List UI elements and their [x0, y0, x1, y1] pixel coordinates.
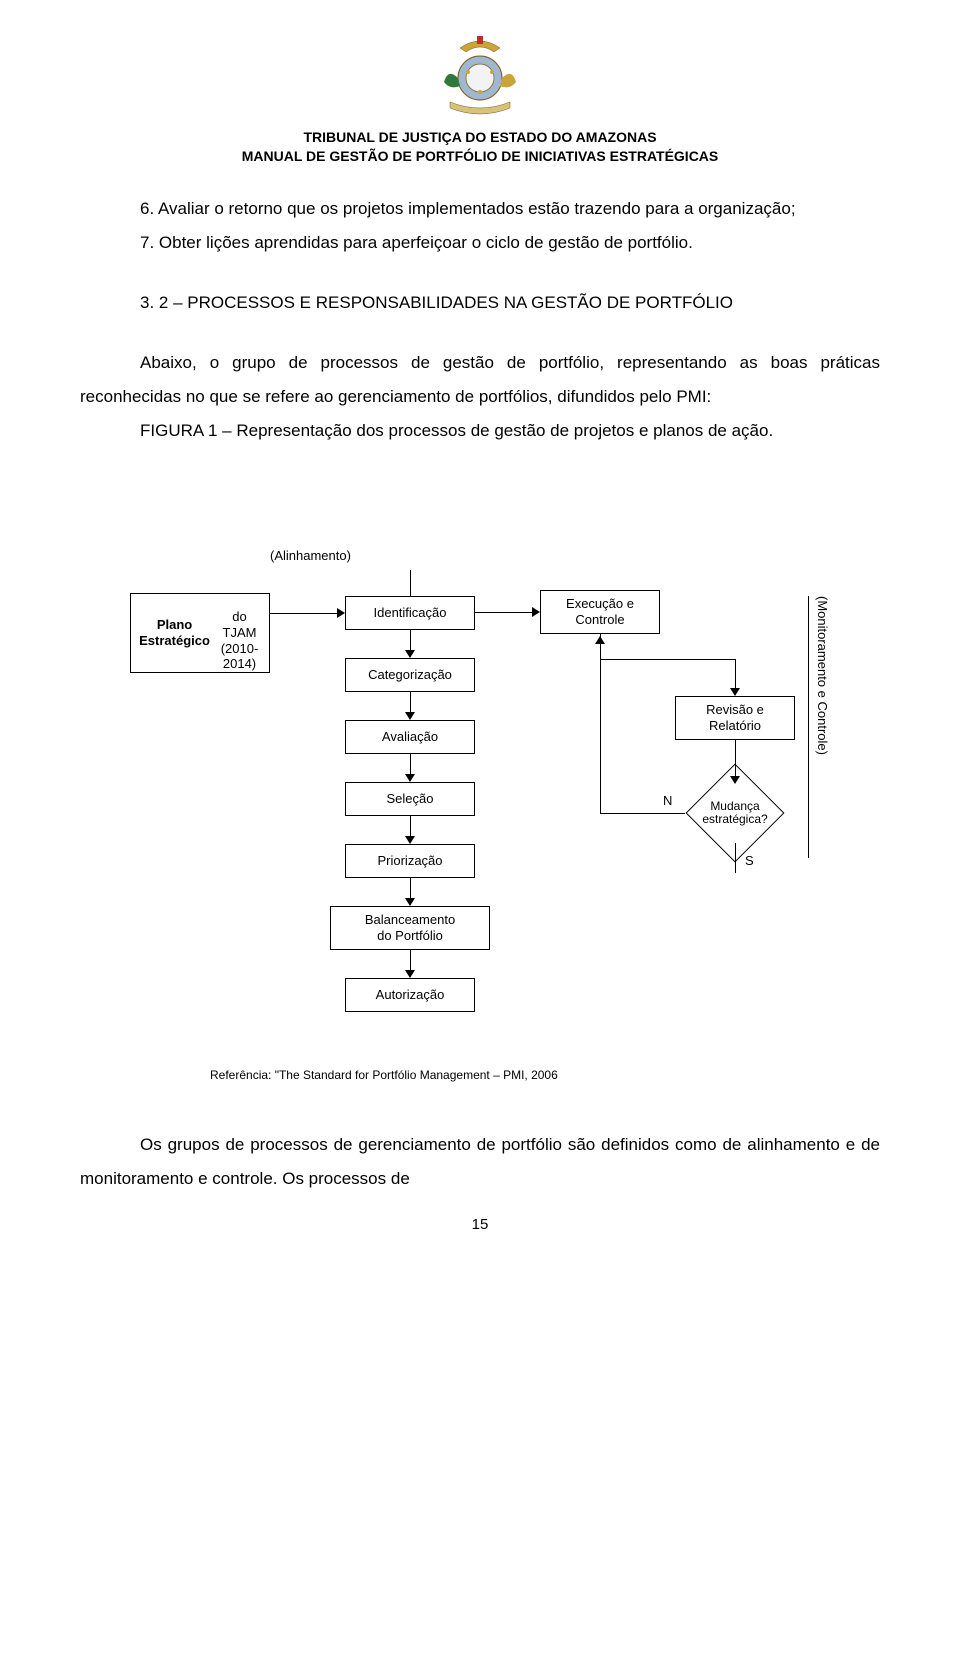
- node-review-report: Revisão eRelatório: [675, 696, 795, 740]
- section-heading: 3. 2 – PROCESSOS E RESPONSABILIDADES NA …: [80, 286, 880, 320]
- node-authorization: Autorização: [345, 978, 475, 1012]
- node-categorization: Categorização: [345, 658, 475, 692]
- header-line-2: MANUAL DE GESTÃO DE PORTFÓLIO DE INICIAT…: [80, 147, 880, 166]
- node-evaluation: Avaliação: [345, 720, 475, 754]
- group-label-alignment: (Alinhamento): [270, 548, 351, 563]
- flowchart-reference: Referência: "The Standard for Portfólio …: [210, 1068, 558, 1082]
- document-header: TRIBUNAL DE JUSTIÇA DO ESTADO DO AMAZONA…: [80, 128, 880, 166]
- page-number: 15: [80, 1216, 880, 1233]
- node-identification: Identificação: [345, 596, 475, 630]
- node-prioritization: Priorização: [345, 844, 475, 878]
- paragraph-intro: Abaixo, o grupo de processos de gestão d…: [80, 346, 880, 414]
- paragraph-footer: Os grupos de processos de gerenciamento …: [80, 1128, 880, 1196]
- branch-label-yes: S: [745, 853, 754, 868]
- node-execution-control: Execução eControle: [540, 590, 660, 634]
- node-balancing: Balanceamentodo Portfólio: [330, 906, 490, 950]
- header-line-1: TRIBUNAL DE JUSTIÇA DO ESTADO DO AMAZONA…: [80, 128, 880, 147]
- node-selection: Seleção: [345, 782, 475, 816]
- flowchart-figure: (Alinhamento) (Monitoramento e Controle) P…: [80, 478, 880, 1118]
- paragraph-item-6: 6. Avaliar o retorno que os projetos imp…: [80, 192, 880, 226]
- group-label-monitoring: (Monitoramento e Controle): [815, 596, 830, 755]
- figure-caption: FIGURA 1 – Representação dos processos d…: [80, 414, 880, 448]
- document-crest: [80, 30, 880, 120]
- decision-strategic-change: Mudançaestratégica?: [680, 778, 790, 848]
- node-strategic-plan: Plano EstratégicodoTJAM(2010-2014): [130, 593, 270, 673]
- paragraph-item-7: 7. Obter lições aprendidas para aperfeiç…: [80, 226, 880, 260]
- branch-label-no: N: [663, 793, 672, 808]
